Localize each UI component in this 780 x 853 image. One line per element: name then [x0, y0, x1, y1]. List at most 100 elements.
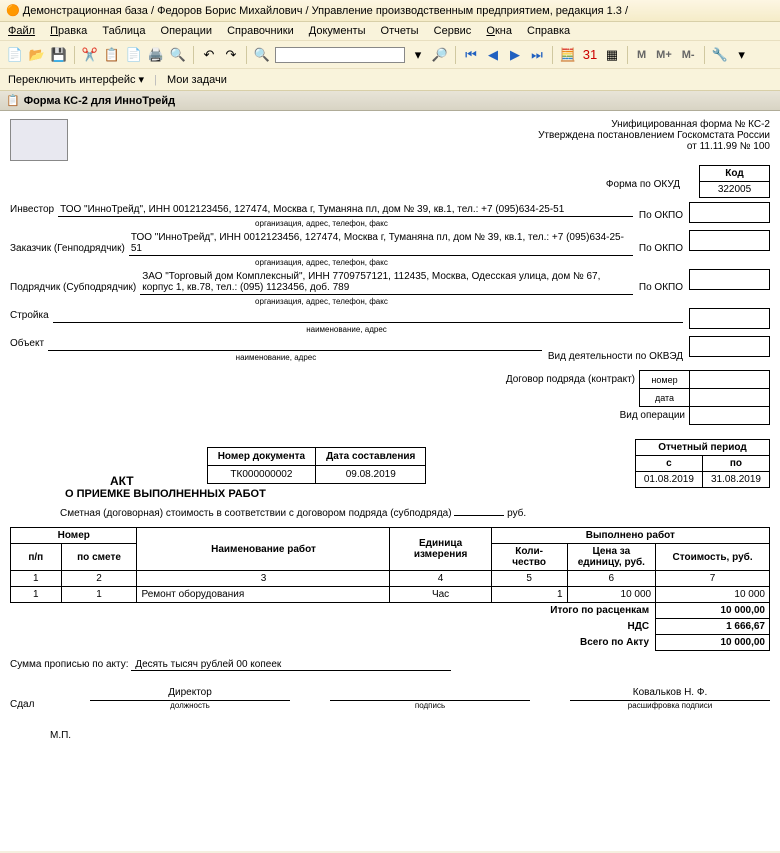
menu-reports[interactable]: Отчеты	[381, 25, 419, 37]
thumbnail-preview[interactable]	[10, 119, 68, 161]
coln-4: 4	[390, 571, 491, 587]
contract-num-cell[interactable]	[690, 371, 770, 389]
tools-icon[interactable]: 🔧	[711, 46, 729, 64]
object-value[interactable]	[48, 339, 542, 351]
row-qty: 1	[491, 587, 567, 603]
build-label: Стройка	[10, 310, 49, 323]
print-icon[interactable]: 🖨️	[147, 46, 165, 64]
sign-signature[interactable]	[330, 687, 530, 701]
contract-label: Договор подряда (контракт)	[506, 371, 640, 389]
build-hint: наименование, адрес	[10, 325, 683, 334]
find-icon[interactable]: 🔎	[431, 46, 449, 64]
sum-label: Сумма прописью по акту:	[10, 659, 129, 670]
zoom-icon[interactable]: 🔍	[253, 46, 271, 64]
smeta-rub: руб.	[507, 508, 526, 519]
coln-6: 6	[567, 571, 656, 587]
menu-docs[interactable]: Документы	[309, 25, 366, 37]
zoom-dropdown[interactable]	[275, 47, 405, 63]
docdate-h: Дата составления	[316, 448, 426, 466]
coln-7: 7	[656, 571, 770, 587]
nav-first-icon[interactable]: ⏮	[462, 46, 480, 64]
total-all-l: Всего по Акту	[11, 635, 656, 651]
investor-okpo-label: По ОКПО	[639, 210, 683, 221]
menu-file[interactable]: Файл	[8, 25, 35, 37]
smeta-blank[interactable]	[454, 515, 504, 516]
sum-value[interactable]: Десять тысяч рублей 00 копеек	[131, 659, 451, 671]
okved-cell[interactable]	[690, 337, 770, 357]
m-plus-button[interactable]: М+	[653, 49, 675, 61]
preview-icon[interactable]: 🔍	[169, 46, 187, 64]
new-icon[interactable]: 📄	[6, 46, 24, 64]
nav-prev-icon[interactable]: ◀	[484, 46, 502, 64]
table-row[interactable]: 1 1 Ремонт оборудования Час 1 10 000 10 …	[11, 587, 770, 603]
menu-help[interactable]: Справка	[527, 25, 570, 37]
investor-label: Инвестор	[10, 204, 54, 217]
menu-service[interactable]: Сервис	[434, 25, 472, 37]
tools-dd-icon[interactable]: ▾	[733, 46, 751, 64]
op-type-cell[interactable]	[690, 407, 770, 425]
period-from[interactable]: 01.08.2019	[635, 472, 702, 488]
act-title: О ПРИЕМКЕ ВЫПОЛНЕННЫХ РАБОТ	[65, 488, 770, 500]
period-to-h: по	[702, 456, 769, 472]
coln-1: 1	[11, 571, 62, 587]
sum-line: Сумма прописью по акту: Десять тысяч руб…	[10, 659, 770, 671]
menu-edit[interactable]: Правка	[50, 25, 87, 37]
save-icon[interactable]: 💾	[50, 46, 68, 64]
my-tasks-button[interactable]: Мои задачи	[167, 74, 227, 86]
menu-table[interactable]: Таблица	[102, 25, 145, 37]
investor-value[interactable]: ТОО "ИнноТрейд", ИНН 0012123456, 127474,…	[58, 204, 633, 217]
contract-date-label: дата	[640, 389, 690, 407]
contractor-value[interactable]: ЗАО "Торговый дом Комплексный", ИНН 7709…	[140, 271, 633, 295]
copy-icon[interactable]: 📋	[103, 46, 121, 64]
row-cost: 10 000	[656, 587, 770, 603]
docnum-val[interactable]: ТК000000002	[207, 466, 315, 484]
build-code-cell[interactable]	[690, 309, 770, 329]
row-pp: 1	[11, 587, 62, 603]
object-hint: наименование, адрес	[10, 353, 542, 362]
redo-icon[interactable]: ↷	[222, 46, 240, 64]
contractor-hint: организация, адрес, телефон, факс	[10, 297, 633, 306]
paste-icon[interactable]: 📄	[125, 46, 143, 64]
mp-label: М.П.	[50, 730, 770, 741]
m-button[interactable]: М	[634, 49, 649, 61]
nav-next-icon[interactable]: ▶	[506, 46, 524, 64]
menu-refs[interactable]: Справочники	[227, 25, 294, 37]
col-price: Цена за единицу, руб.	[567, 544, 656, 571]
sdal-label: Сдал	[10, 699, 50, 710]
object-label: Объект	[10, 338, 44, 351]
nav-last-icon[interactable]: ⏭	[528, 46, 546, 64]
grid-icon[interactable]: ▦	[603, 46, 621, 64]
row-name: Ремонт оборудования	[137, 587, 390, 603]
period-from-h: с	[635, 456, 702, 472]
build-value[interactable]	[53, 311, 683, 323]
contract-date-cell[interactable]	[690, 389, 770, 407]
col-smeta: по смете	[61, 544, 137, 571]
titlebar-text: Демонстрационная база / Федоров Борис Ми…	[23, 5, 628, 17]
docdate-val[interactable]: 09.08.2019	[316, 466, 426, 484]
col-cost: Стоимость, руб.	[656, 544, 770, 571]
period-to[interactable]: 31.08.2019	[702, 472, 769, 488]
open-icon[interactable]: 📂	[28, 46, 46, 64]
calendar-icon[interactable]: 31	[581, 46, 599, 64]
contractor-okpo-cell[interactable]	[690, 270, 770, 290]
investor-okpo-cell[interactable]	[690, 203, 770, 223]
contract-block: Договор подряда (контракт) номер дата Ви…	[506, 370, 770, 425]
menu-operations[interactable]: Операции	[161, 25, 212, 37]
total-rashod-l: Итого по расценкам	[11, 603, 656, 619]
investor-hint: организация, адрес, телефон, факс	[10, 219, 633, 228]
total-all: 10 000,00	[656, 635, 770, 651]
docnum-table: Номер документа Дата составления ТК00000…	[207, 447, 427, 484]
cut-icon[interactable]: ✂️	[81, 46, 99, 64]
smeta-line: Сметная (договорная) стоимость в соответ…	[60, 508, 770, 519]
undo-icon[interactable]: ↶	[200, 46, 218, 64]
customer-value[interactable]: ТОО "ИнноТрейд", ИНН 0012123456, 127474,…	[129, 232, 633, 256]
sign-post[interactable]: Директор	[90, 687, 290, 701]
sign-name[interactable]: Ковальков Н. Ф.	[570, 687, 770, 701]
customer-okpo-cell[interactable]	[690, 231, 770, 251]
m-minus-button[interactable]: М-	[679, 49, 698, 61]
menu-windows[interactable]: Окна	[486, 25, 512, 37]
switch-interface-button[interactable]: Переключить интерфейс ▾	[8, 73, 144, 86]
calc-icon[interactable]: 🧮	[559, 46, 577, 64]
code-table: Код 322005	[699, 165, 770, 198]
dropdown-arrow-icon[interactable]: ▾	[409, 46, 427, 64]
